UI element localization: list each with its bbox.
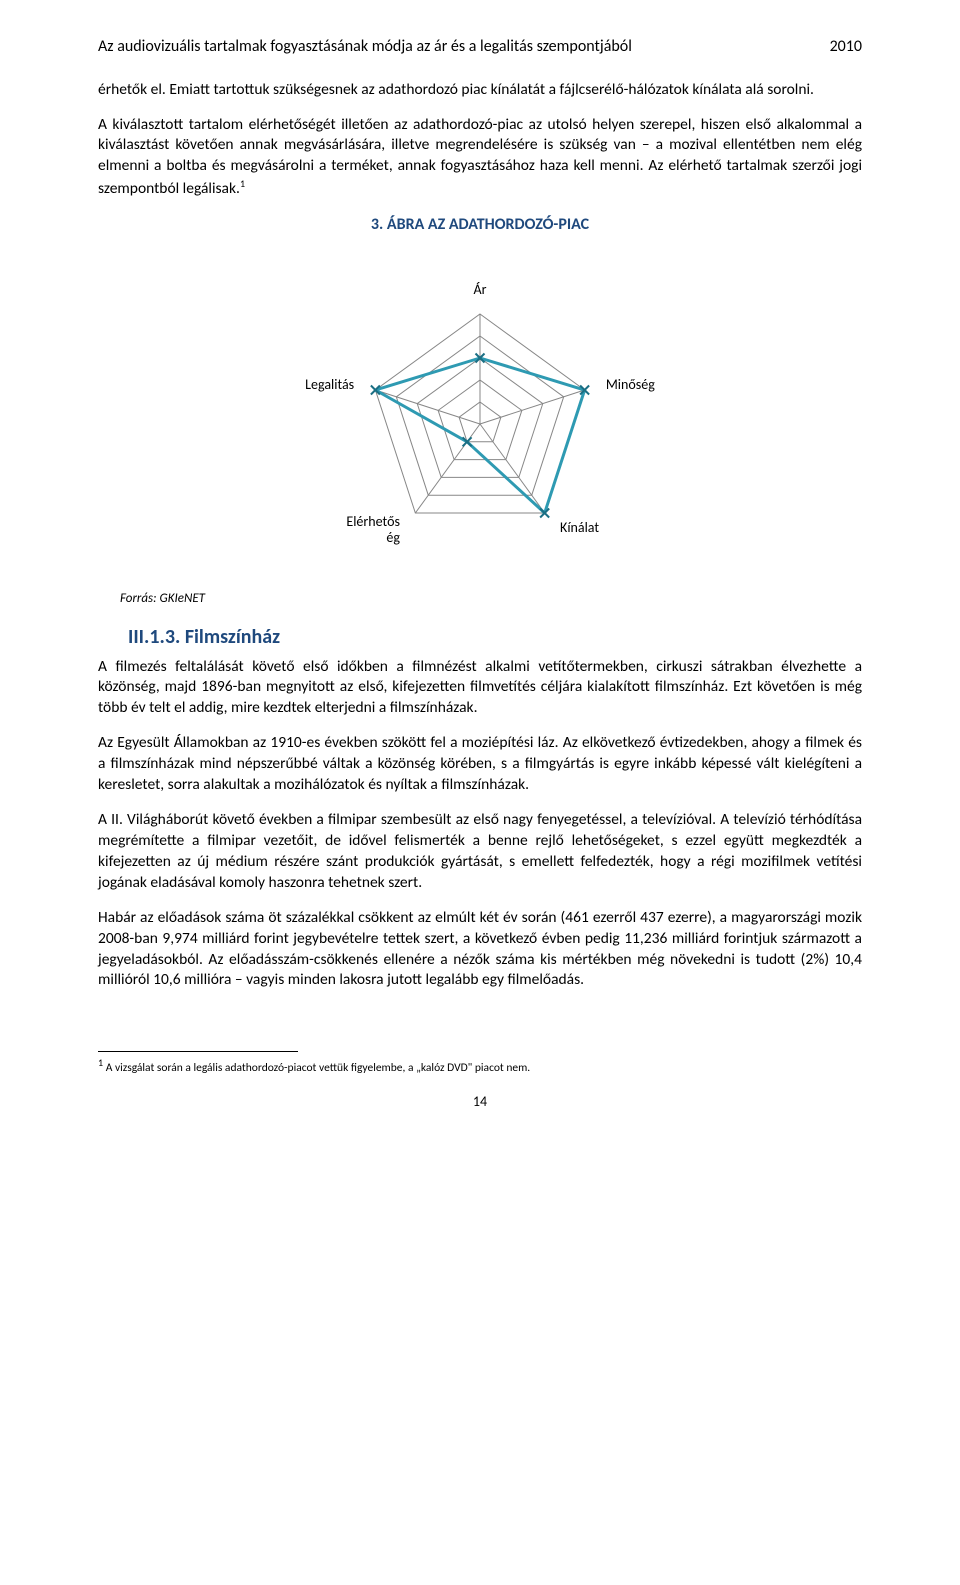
footnote: 1 A vizsgálat során a legális adathordoz… bbox=[98, 1056, 862, 1076]
page-header: Az audiovizuális tartalmak fogyasztásána… bbox=[98, 36, 862, 58]
radar-svg: Ár Minőség Kínálat Elérhetőség Legalitás bbox=[260, 244, 700, 584]
paragraph-5: A II. Világháborút követő években a film… bbox=[98, 810, 862, 894]
figure-title: 3. ÁBRA AZ ADATHORDOZÓ-PIAC bbox=[98, 214, 862, 236]
paragraph-2: A kiválasztott tartalom elérhetőségét il… bbox=[98, 115, 862, 201]
svg-text:Minőség: Minőség bbox=[606, 376, 655, 393]
section-heading: III.1.3. Filmszínház bbox=[128, 624, 862, 651]
figure-source: Forrás: GKIeNET bbox=[120, 590, 862, 608]
footnote-text: A vizsgálat során a legális adathordozó-… bbox=[106, 1061, 531, 1075]
paragraph-1: érhetők el. Emiatt tartottuk szükségesne… bbox=[98, 80, 862, 101]
paragraph-4: Az Egyesült Államokban az 1910-es évekbe… bbox=[98, 733, 862, 796]
paragraph-3: A filmezés feltalálását követő első idők… bbox=[98, 657, 862, 720]
paragraph-6: Habár az előadások száma öt százalékkal … bbox=[98, 908, 862, 992]
svg-text:Elérhetős: Elérhetős bbox=[346, 513, 400, 530]
svg-text:Kínálat: Kínálat bbox=[560, 519, 599, 536]
header-title: Az audiovizuális tartalmak fogyasztásána… bbox=[98, 36, 632, 58]
radar-chart: Ár Minőség Kínálat Elérhetőség Legalitás bbox=[98, 244, 862, 584]
svg-text:ég: ég bbox=[386, 529, 400, 546]
svg-text:Legalitás: Legalitás bbox=[305, 376, 354, 393]
footnote-marker: 1 bbox=[98, 1056, 103, 1069]
svg-text:Ár: Ár bbox=[474, 281, 487, 298]
header-year: 2010 bbox=[830, 36, 862, 58]
footnote-ref: 1 bbox=[240, 177, 245, 190]
page-number: 14 bbox=[98, 1093, 862, 1112]
footnote-rule bbox=[98, 1051, 298, 1052]
